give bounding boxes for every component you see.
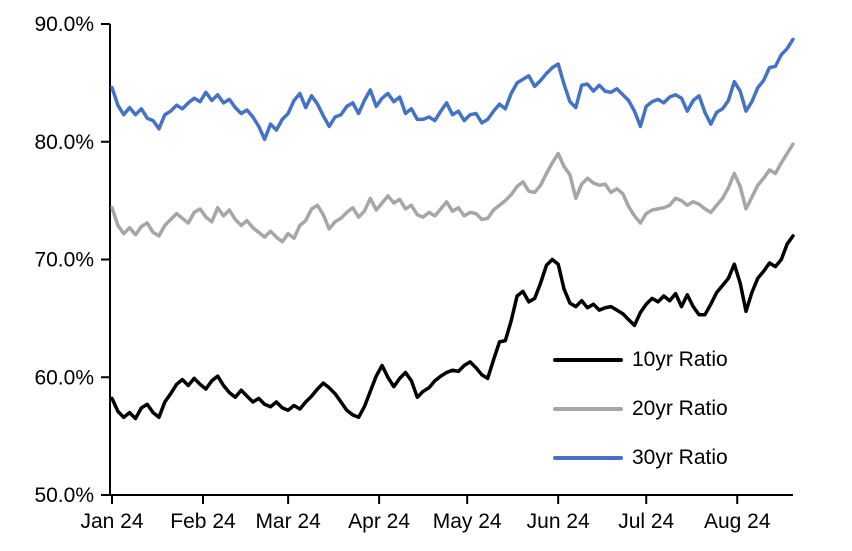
x-tick-label: Feb 24: [170, 510, 236, 533]
y-tick-label: 90.0%: [34, 13, 94, 36]
series-line-20yr-ratio: [110, 142, 795, 244]
legend-item-10yr-ratio: 10yr Ratio: [553, 347, 728, 373]
legend-line-swatch-30yr: [553, 456, 623, 460]
legend-item-20yr-ratio: 20yr Ratio: [553, 396, 728, 422]
y-tick-label: 80.0%: [34, 131, 94, 154]
x-tick-label: Mar 24: [255, 510, 321, 533]
legend-label-10yr: 10yr Ratio: [632, 348, 728, 371]
legend-label-20yr: 20yr Ratio: [632, 397, 728, 420]
y-tick-label: 60.0%: [34, 366, 94, 389]
series-line-10yr-ratio: [110, 234, 795, 421]
x-tick-label: Jun 24: [527, 510, 590, 533]
legend: 10yr Ratio 20yr Ratio 30yr Ratio: [553, 347, 728, 494]
legend-item-30yr-ratio: 30yr Ratio: [553, 445, 728, 471]
x-tick-label: Jan 24: [80, 510, 143, 533]
legend-label-30yr: 30yr Ratio: [632, 446, 728, 469]
y-tick-label: 50.0%: [34, 484, 94, 507]
x-tick-label: Aug 24: [704, 510, 771, 533]
x-tick-label: Apr 24: [348, 510, 410, 533]
x-tick-label: May 24: [433, 510, 502, 533]
legend-line-swatch-20yr: [553, 407, 623, 411]
x-tick-label: Jul 24: [618, 510, 674, 533]
y-tick-label: 70.0%: [34, 249, 94, 272]
series-line-30yr-ratio: [110, 37, 795, 142]
legend-line-swatch-10yr: [553, 358, 623, 362]
